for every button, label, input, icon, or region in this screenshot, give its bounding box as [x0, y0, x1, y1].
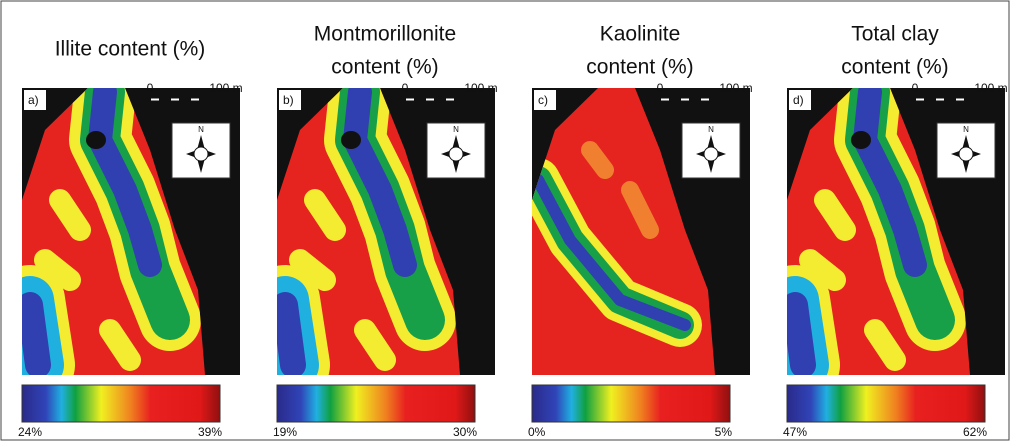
scale-start: 0: [912, 81, 919, 95]
scale-bar-segment: [406, 99, 414, 101]
panel-title: content (%): [331, 56, 438, 79]
panel-title: content (%): [841, 56, 948, 79]
panel-title: Montmorillonite: [314, 23, 456, 46]
colorbar: [532, 385, 730, 422]
colorbar-min: 0%: [528, 425, 546, 439]
scale-end: 100 m: [209, 81, 242, 95]
scale-bar-segment: [426, 99, 434, 101]
colorbar-max: 62%: [963, 425, 987, 439]
scale-bar-segment: [681, 99, 689, 101]
scale-bar-segment: [171, 99, 179, 101]
scale-bar-segment: [661, 99, 669, 101]
scale-bar-segment: [936, 99, 944, 101]
scale-start: 0: [402, 81, 409, 95]
panel-title: content (%): [586, 56, 693, 79]
scale-start: 0: [147, 81, 154, 95]
scale-bar-segment: [916, 99, 924, 101]
scale-start: 0: [657, 81, 664, 95]
scale-end: 100 m: [464, 81, 497, 95]
panel-title: Illite content (%): [55, 38, 206, 61]
north-label: N: [198, 125, 204, 134]
panel-label: d): [793, 93, 804, 107]
north-label: N: [708, 125, 714, 134]
panel: Total clay content (%) d) 0 100 m N 47% 62%: [783, 23, 1008, 440]
panel-label: b): [283, 93, 294, 107]
figure: Illite content (%) a) 0 100 m N 24% 39% Montmor…: [0, 0, 1010, 441]
panel-label: a): [28, 93, 39, 107]
colorbar: [277, 385, 475, 422]
scale-end: 100 m: [974, 81, 1007, 95]
panel: Montmorillonite content (%) b) 0 100 m N 19% 30…: [273, 23, 498, 440]
colorbar-min: 47%: [783, 425, 807, 439]
north-label: N: [963, 125, 969, 134]
panel: Kaolinite content (%) c) 0 100 m N 0% 5%: [528, 23, 753, 440]
scale-bar-segment: [191, 99, 199, 101]
colorbar-min: 24%: [18, 425, 42, 439]
colorbar: [22, 385, 220, 422]
panel-title: Total clay: [851, 23, 939, 46]
scale-bar-segment: [701, 99, 709, 101]
colorbar: [787, 385, 985, 422]
panel: Illite content (%) a) 0 100 m N 24% 39%: [18, 38, 243, 440]
scale-bar-segment: [151, 99, 159, 101]
panel-title: Kaolinite: [600, 23, 681, 46]
north-label: N: [453, 125, 459, 134]
colorbar-max: 39%: [198, 425, 222, 439]
scale-bar-segment: [956, 99, 964, 101]
colorbar-min: 19%: [273, 425, 297, 439]
scale-end: 100 m: [719, 81, 752, 95]
colorbar-max: 30%: [453, 425, 477, 439]
panel-label: c): [538, 93, 548, 107]
scale-bar-segment: [446, 99, 454, 101]
colorbar-max: 5%: [715, 425, 733, 439]
